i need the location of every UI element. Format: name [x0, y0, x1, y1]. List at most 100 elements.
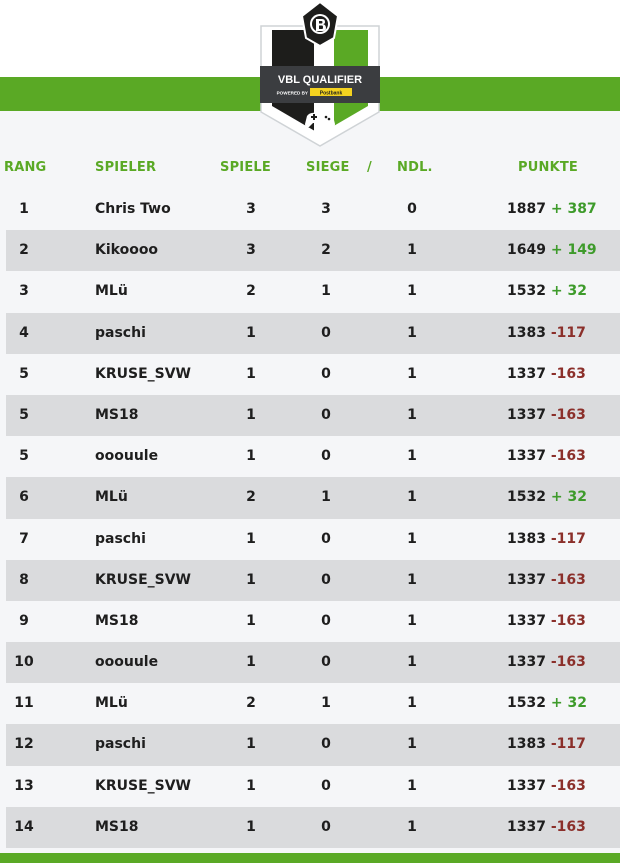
points-cell: 1337 -163 [507, 778, 586, 794]
points-value: 1887 [507, 201, 546, 217]
table-row[interactable]: 2 Kikoooo 3 2 1 1649 + 149 [0, 230, 620, 272]
player-name[interactable]: ooouule [95, 654, 159, 671]
points-cell: 1337 -163 [507, 819, 586, 835]
wins-count: 0 [321, 571, 331, 588]
losses-count: 1 [407, 530, 417, 547]
logo-title: VBL QUALIFIER [278, 74, 362, 86]
table-row[interactable]: 11 MLü 2 1 1 1532 + 32 [0, 683, 620, 724]
ranking-table: 1 Chris Two 3 3 0 1887 + 387 2 Kikoooo 3 2 1 1649 +… [0, 189, 620, 849]
header-siege[interactable]: SIEGE [306, 160, 350, 175]
wins-count: 0 [321, 406, 331, 423]
player-name[interactable]: paschi [95, 736, 146, 753]
table-row[interactable]: 10 ooouule 1 0 1 1337 -163 [0, 642, 620, 684]
points-value: 1337 [507, 448, 546, 465]
vbl-qualifier-logo: VBL QUALIFIER POWERED BY Postbank [258, 0, 382, 150]
rank-value: 6 [19, 489, 29, 506]
player-name[interactable]: paschi [95, 324, 146, 341]
header-spieler[interactable]: SPIELER [95, 160, 157, 175]
points-value: 1337 [507, 406, 546, 423]
player-name[interactable]: KRUSE_SVW [95, 365, 192, 382]
losses-count: 1 [407, 365, 417, 382]
games-count: 1 [246, 448, 256, 465]
player-name[interactable]: paschi [95, 530, 146, 547]
header-slash: / [367, 160, 372, 175]
games-count: 1 [246, 736, 256, 753]
games-count: 3 [246, 201, 256, 217]
games-count: 2 [246, 489, 256, 506]
points-delta: -163 [550, 406, 586, 423]
table-row[interactable]: 5 ooouule 1 0 1 1337 -163 [0, 436, 620, 477]
wins-count: 3 [321, 201, 331, 217]
points-value: 1383 [507, 530, 546, 547]
rank-value: 7 [19, 530, 29, 547]
wins-count: 1 [321, 695, 331, 712]
points-delta: -163 [550, 818, 586, 835]
player-name[interactable]: MLü [95, 489, 128, 506]
points-delta: -117 [550, 736, 586, 753]
player-name[interactable]: MLü [95, 283, 128, 300]
losses-count: 1 [407, 777, 417, 794]
rank-value: 5 [19, 448, 29, 465]
losses-count: 0 [407, 201, 417, 217]
player-name[interactable]: KRUSE_SVW [95, 777, 192, 794]
wins-count: 0 [321, 448, 331, 465]
games-count: 1 [246, 530, 256, 547]
games-count: 2 [246, 283, 256, 300]
table-row[interactable]: 8 KRUSE_SVW 1 0 1 1337 -163 [0, 559, 620, 602]
points-cell: 1383 -117 [507, 531, 586, 547]
wins-count: 0 [321, 777, 331, 794]
player-name[interactable]: KRUSE_SVW [95, 571, 192, 588]
games-count: 1 [246, 612, 256, 629]
header-punkte[interactable]: PUNKTE [518, 160, 578, 175]
losses-count: 1 [407, 695, 417, 712]
losses-count: 1 [407, 283, 417, 300]
player-name[interactable]: MS18 [95, 612, 139, 629]
losses-count: 1 [407, 448, 417, 465]
points-cell: 1383 -117 [507, 736, 586, 752]
table-row[interactable]: 7 paschi 1 0 1 1383 -117 [0, 519, 620, 560]
points-delta: + 32 [550, 695, 587, 712]
wins-count: 0 [321, 530, 331, 547]
points-cell: 1337 -163 [507, 366, 586, 382]
rank-value: 9 [19, 612, 29, 629]
points-cell: 1337 -163 [507, 407, 586, 423]
points-cell: 1532 + 32 [507, 695, 587, 711]
header-spiele[interactable]: SPIELE [220, 160, 271, 175]
table-row[interactable]: 4 paschi 1 0 1 1383 -117 [0, 312, 620, 354]
header-ndl[interactable]: NDL. [397, 160, 433, 175]
points-value: 1337 [507, 612, 546, 629]
rank-value: 12 [14, 736, 34, 753]
points-value: 1532 [507, 489, 546, 506]
wins-count: 0 [321, 818, 331, 835]
table-row[interactable]: 6 MLü 2 1 1 1532 + 32 [0, 477, 620, 519]
losses-count: 1 [407, 242, 417, 259]
losses-count: 1 [407, 818, 417, 835]
table-row[interactable]: 14 MS18 1 0 1 1337 -163 [0, 806, 620, 849]
losses-count: 1 [407, 654, 417, 671]
header-rang[interactable]: RANG [4, 160, 47, 175]
player-name[interactable]: MS18 [95, 818, 139, 835]
player-name[interactable]: MS18 [95, 406, 139, 423]
losses-count: 1 [407, 736, 417, 753]
wins-count: 0 [321, 365, 331, 382]
table-row[interactable]: 9 MS18 1 0 1 1337 -163 [0, 601, 620, 642]
wins-count: 0 [321, 324, 331, 341]
table-row[interactable]: 13 KRUSE_SVW 1 0 1 1337 -163 [0, 766, 620, 807]
player-name[interactable]: ooouule [95, 448, 159, 465]
player-name[interactable]: Chris Two [95, 201, 171, 217]
points-value: 1383 [507, 324, 546, 341]
table-row[interactable]: 5 MS18 1 0 1 1337 -163 [0, 394, 620, 437]
points-cell: 1649 + 149 [507, 242, 597, 258]
losses-count: 1 [407, 324, 417, 341]
points-cell: 1532 + 32 [507, 489, 587, 505]
table-row[interactable]: 5 KRUSE_SVW 1 0 1 1337 -163 [0, 354, 620, 395]
wins-count: 2 [321, 242, 331, 259]
player-name[interactable]: MLü [95, 695, 128, 712]
table-row[interactable]: 12 paschi 1 0 1 1383 -117 [0, 724, 620, 766]
games-count: 1 [246, 818, 256, 835]
player-name[interactable]: Kikoooo [95, 242, 159, 259]
table-row[interactable]: 1 Chris Two 3 3 0 1887 + 387 [0, 189, 620, 230]
points-delta: -117 [550, 530, 586, 547]
points-delta: -117 [550, 324, 586, 341]
table-row[interactable]: 3 MLü 2 1 1 1532 + 32 [0, 271, 620, 312]
